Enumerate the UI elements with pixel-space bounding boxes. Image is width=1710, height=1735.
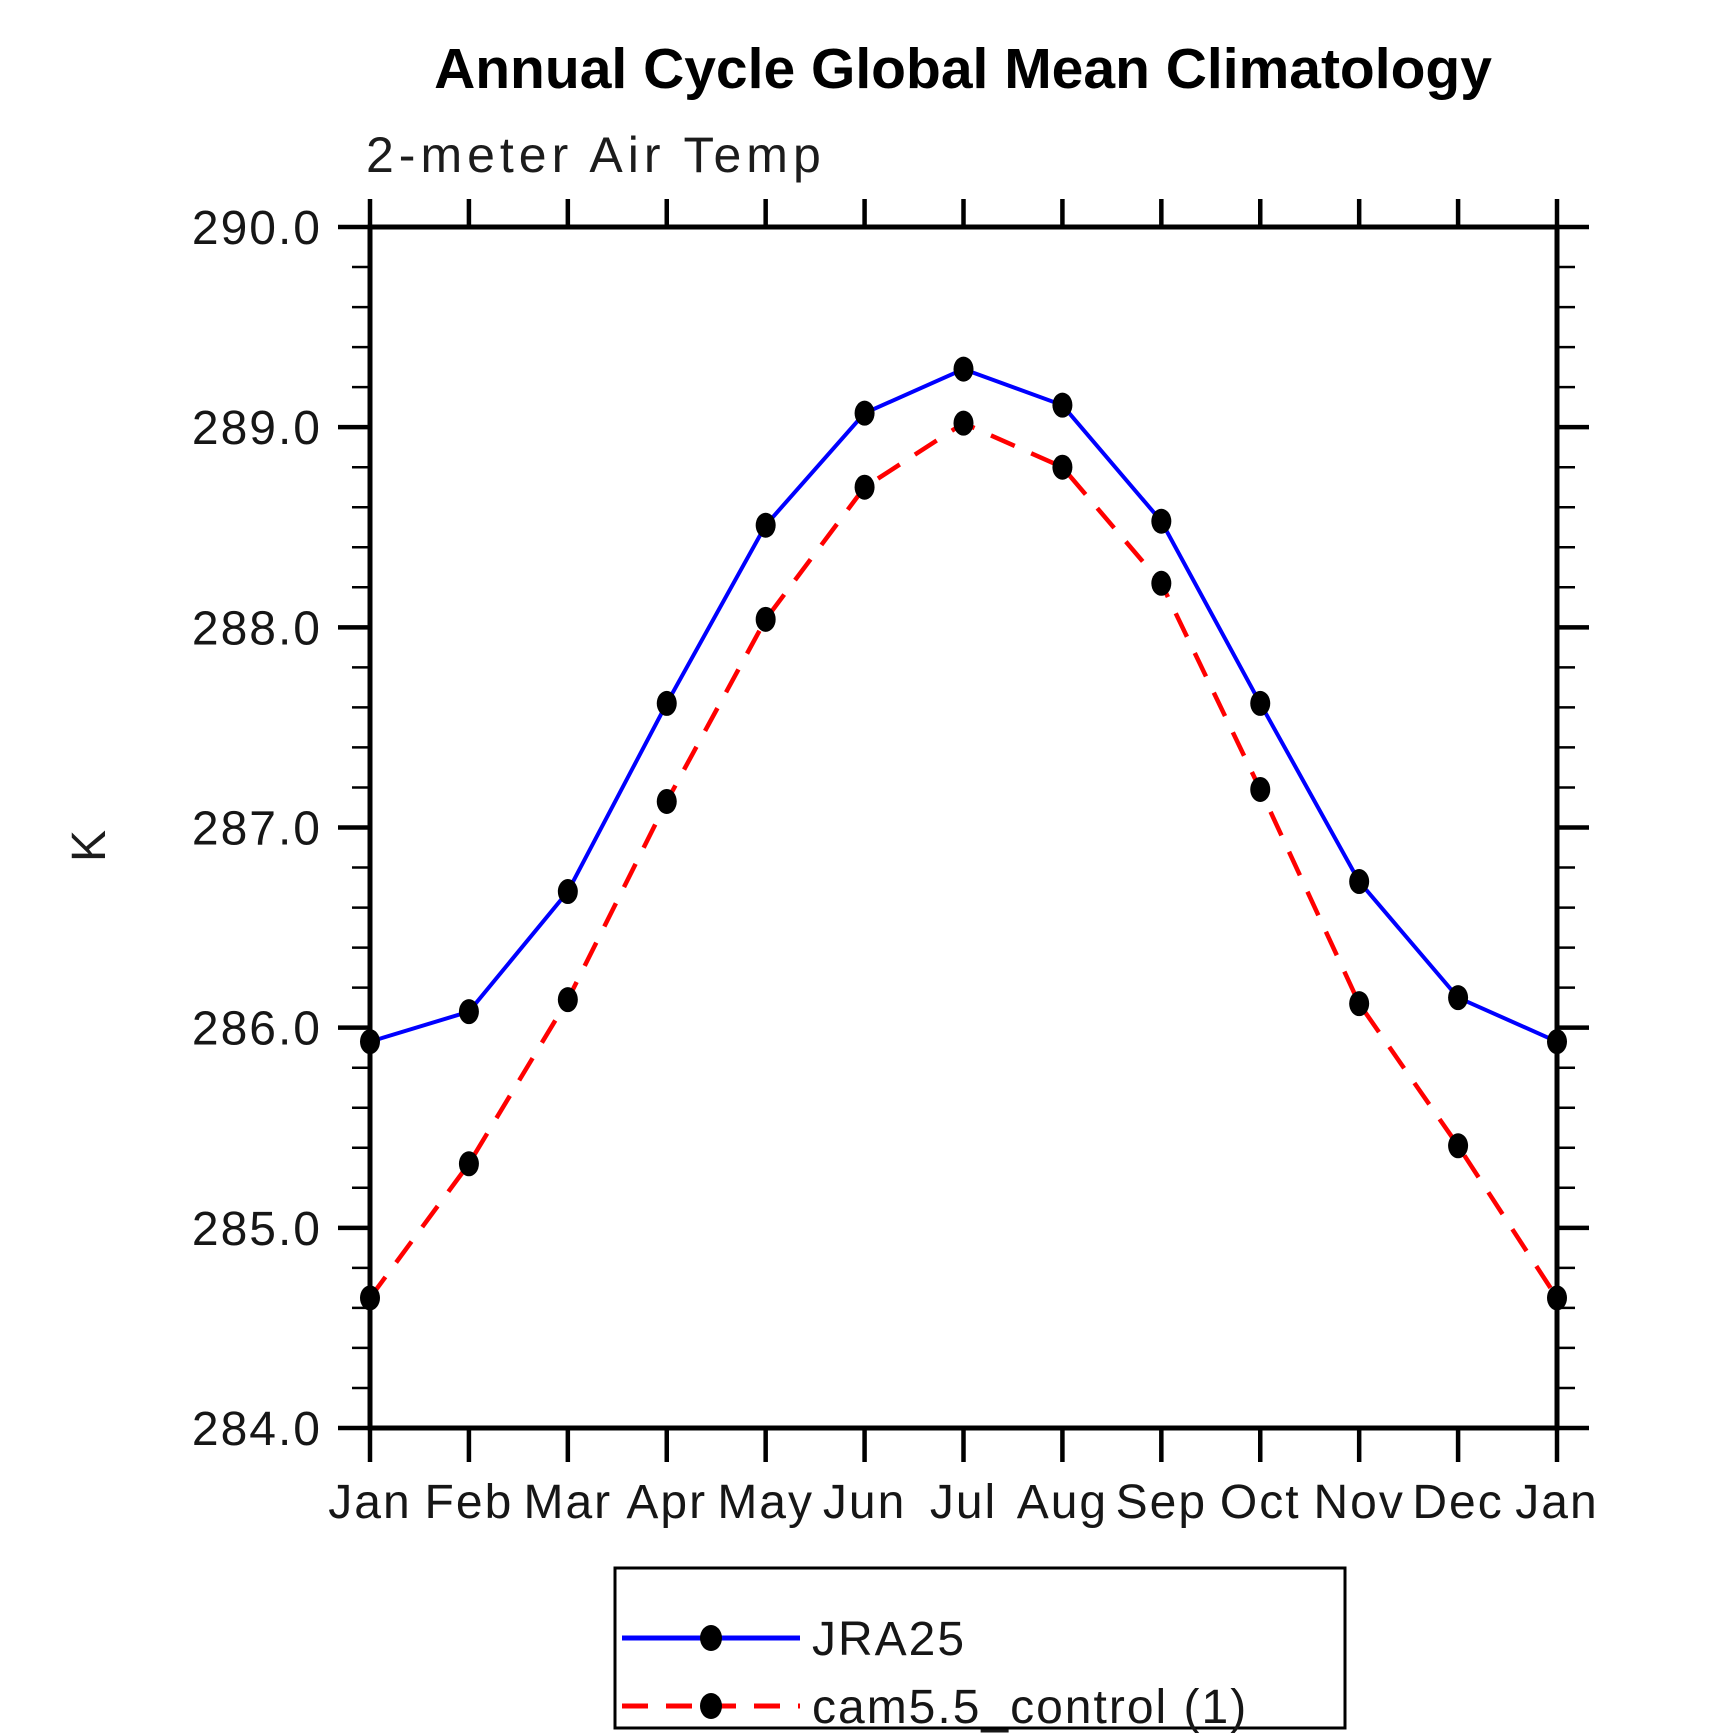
data-point-marker: [557, 879, 578, 905]
y-axis-title: K: [63, 828, 116, 862]
data-point-marker: [656, 788, 677, 814]
data-point-marker: [1349, 991, 1370, 1017]
plot-area: 284.0 285.0 286.0 287.0 288.0 289.0 290.0 Jan Fe…: [192, 199, 1598, 1529]
legend-marker-icon: [700, 1625, 722, 1651]
x-tick-label: Jan: [1515, 1476, 1598, 1529]
y-tick-label: 288.0: [192, 602, 322, 655]
data-point-marker: [360, 1029, 380, 1055]
series-line-2: [368, 420, 1559, 1300]
x-tick-label: Sep: [1116, 1476, 1207, 1529]
data-point-marker: [1052, 454, 1073, 480]
x-tick-label: Feb: [425, 1476, 514, 1529]
x-tick-label: Aug: [1017, 1476, 1108, 1529]
data-point-marker: [1250, 690, 1271, 716]
data-point-marker: [755, 606, 776, 632]
x-tick-label: Dec: [1412, 1476, 1503, 1529]
x-tick-label: May: [717, 1476, 814, 1529]
data-point-marker: [458, 1151, 479, 1177]
x-tick-label: Oct: [1220, 1476, 1301, 1529]
data-point-marker: [656, 690, 677, 716]
data-point-marker: [1349, 869, 1370, 895]
data-point-marker: [1052, 392, 1073, 418]
series-line-1: [369, 366, 1558, 1044]
data-point-marker: [1151, 508, 1172, 534]
data-point-marker: [854, 400, 875, 426]
data-point-marker: [953, 410, 974, 436]
data-point-marker: [1448, 985, 1469, 1011]
data-point-marker: [1151, 570, 1172, 596]
data-point-marker: [1250, 776, 1271, 802]
x-tick-label: Jul: [930, 1476, 997, 1529]
chart-subtitle: 2-meter Air Temp: [366, 127, 826, 183]
data-point-marker: [360, 1285, 380, 1311]
y-tick-label: 290.0: [192, 202, 322, 255]
data-point-marker: [557, 987, 578, 1013]
legend-box: [613, 1566, 1347, 1730]
legend-marker-icon: [700, 1693, 722, 1719]
x-tick-label: Mar: [523, 1476, 612, 1529]
x-tick-label: Jan: [328, 1476, 411, 1529]
data-point-marker: [953, 356, 974, 382]
axis-frame: [367, 224, 1560, 1431]
x-tick-label: Jun: [823, 1476, 906, 1529]
x-tick-label: Nov: [1313, 1476, 1404, 1529]
legend: JRA25 cam5.5_control (1): [613, 1566, 1347, 1734]
y-tick-label: 286.0: [192, 1003, 322, 1056]
y-tick-label: 285.0: [192, 1203, 322, 1256]
legend-label-cam55: cam5.5_control (1): [812, 1681, 1248, 1734]
data-point-marker: [755, 512, 776, 538]
y-tick-label: 289.0: [192, 402, 322, 455]
data-point-marker: [458, 999, 479, 1025]
data-point-marker: [854, 474, 875, 500]
y-tick-label: 284.0: [192, 1403, 322, 1456]
data-point-marker: [1547, 1285, 1567, 1311]
y-tick-label: 287.0: [192, 803, 322, 856]
chart-title: Annual Cycle Global Mean Climatology: [434, 37, 1492, 101]
data-point-marker: [1448, 1133, 1469, 1159]
legend-label-jra25: JRA25: [812, 1613, 966, 1666]
x-tick-label: Apr: [626, 1476, 707, 1529]
data-point-marker: [1547, 1029, 1567, 1055]
